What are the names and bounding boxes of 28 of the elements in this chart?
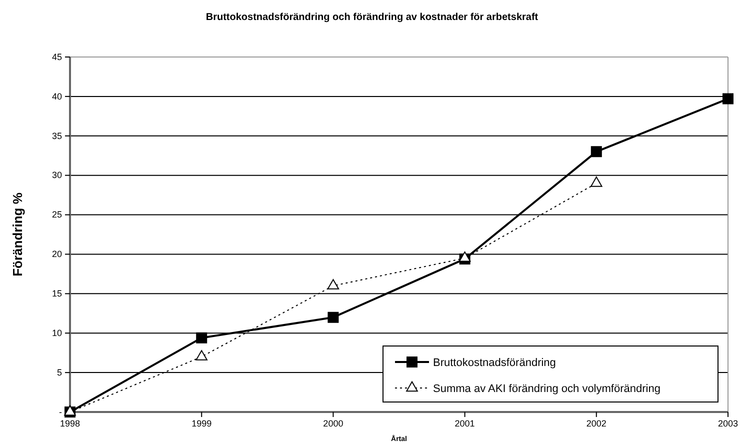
y-tick-label: 40 [52,91,62,102]
point [590,146,602,158]
y-tick-label: 20 [52,249,62,260]
x-tick-label: 2003 [718,418,738,428]
y-tick-label: 5 [56,367,62,378]
x-tick-label: 2001 [454,418,475,428]
y-tick-label: 45 [52,52,62,62]
x-tick-label: 1999 [192,418,212,428]
y-tick-label: 15 [52,288,62,299]
y-tick-label: 25 [52,210,62,220]
y-tick-label: 35 [52,130,62,141]
y-tick-label: 10 [52,328,62,338]
legend-label: Bruttokostnadsförändring [433,357,556,369]
legend-label: Summa av AKI förändring och volymförändring [433,383,660,395]
point [196,350,208,360]
point [458,251,471,262]
point [196,332,208,344]
x-tick-label: 2002 [586,418,606,428]
chart-title: Bruttokostnadsförändring och förändring av kostnader för arbetskraft [206,12,539,23]
point [328,312,339,323]
x-tick-label: 1998 [60,418,80,428]
y-axis-title: Förändring % [10,192,25,276]
y-tick-label: 30 [52,170,62,180]
y-tick-label: - [59,406,62,417]
point [722,93,734,104]
point [327,279,340,290]
point [590,176,602,187]
x-tick-label: 2000 [323,418,344,428]
